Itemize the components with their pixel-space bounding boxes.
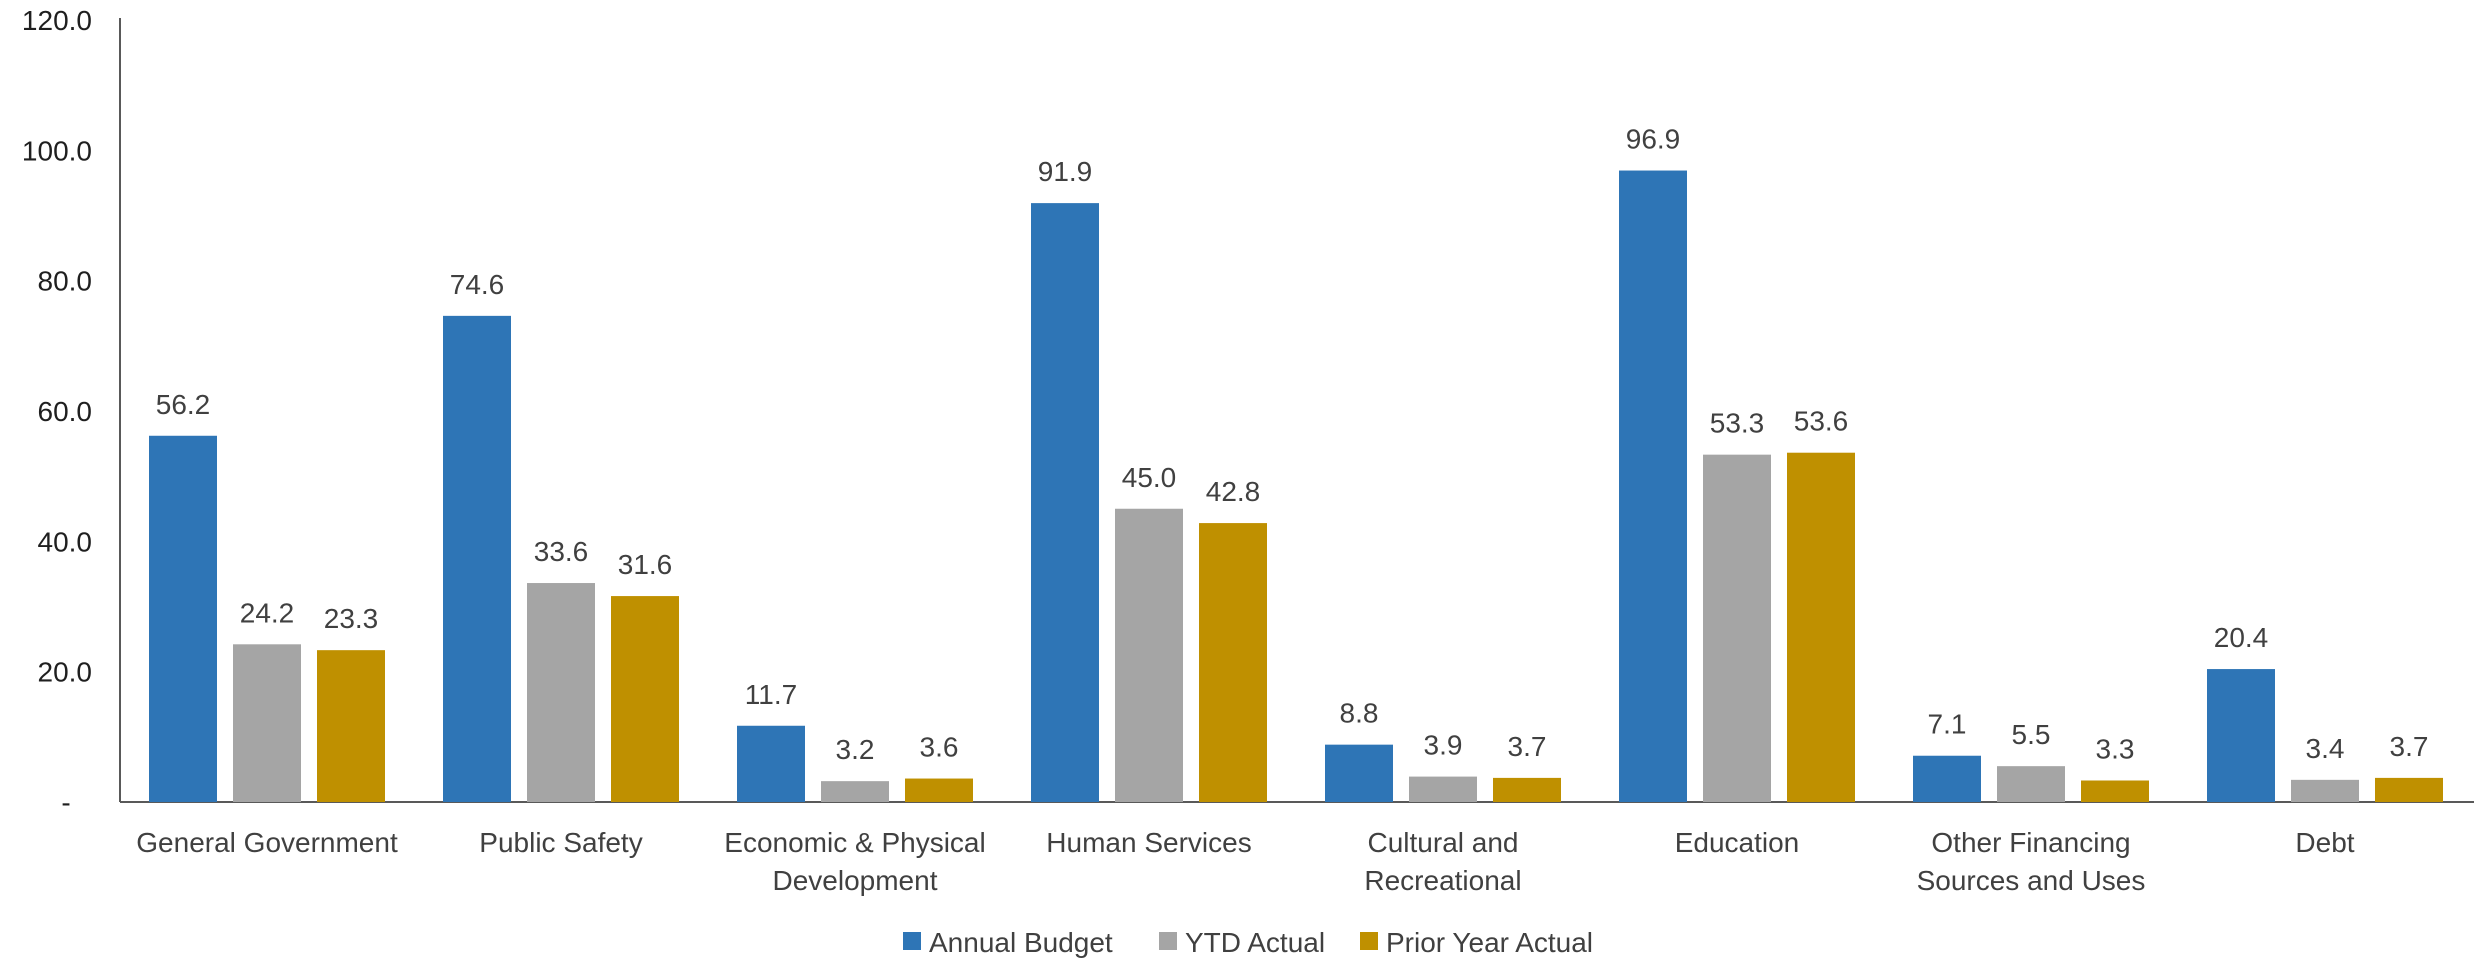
data-label: 5.5 xyxy=(2012,719,2051,750)
bar-ytd-actual xyxy=(1997,766,2065,802)
legend-label: YTD Actual xyxy=(1185,927,1325,958)
bar-prior-year-actual xyxy=(2081,780,2149,802)
bar-annual-budget xyxy=(1619,170,1687,802)
data-label: 3.3 xyxy=(2096,733,2135,764)
bar-prior-year-actual xyxy=(611,596,679,802)
legend-swatch-prior-year-actual xyxy=(1360,932,1378,950)
bar-ytd-actual xyxy=(527,583,595,802)
bar-annual-budget xyxy=(1031,203,1099,802)
category-label: General Government xyxy=(136,827,398,858)
bar-ytd-actual xyxy=(1409,776,1477,802)
bar-prior-year-actual xyxy=(1787,452,1855,802)
bar-annual-budget xyxy=(1325,744,1393,802)
y-tick-label: - xyxy=(61,787,70,818)
data-label: 3.4 xyxy=(2306,733,2345,764)
data-label: 3.9 xyxy=(1424,730,1463,761)
data-label: 53.3 xyxy=(1710,408,1765,439)
category-label: Debt xyxy=(2295,827,2354,858)
y-tick-label: 60.0 xyxy=(38,396,93,427)
data-label: 33.6 xyxy=(534,536,589,567)
bar-annual-budget xyxy=(1913,755,1981,802)
data-label: 31.6 xyxy=(618,549,673,580)
bar-series-group xyxy=(149,170,2443,802)
data-label: 56.2 xyxy=(156,389,211,420)
legend-label: Prior Year Actual xyxy=(1386,927,1593,958)
bar-annual-budget xyxy=(737,725,805,802)
data-label: 8.8 xyxy=(1340,698,1379,729)
bar-prior-year-actual xyxy=(905,778,973,802)
data-label: 3.2 xyxy=(836,734,875,765)
bar-prior-year-actual xyxy=(2375,777,2443,802)
data-label: 91.9 xyxy=(1038,156,1093,187)
y-tick-label: 120.0 xyxy=(22,5,92,36)
bar-ytd-actual xyxy=(2291,779,2359,802)
data-label: 20.4 xyxy=(2214,622,2269,653)
category-label: Cultural and Recreational xyxy=(1364,827,1521,896)
data-label: 7.1 xyxy=(1928,709,1967,740)
bar-annual-budget xyxy=(443,315,511,802)
bar-prior-year-actual xyxy=(317,650,385,802)
bar-annual-budget xyxy=(149,435,217,802)
y-tick-label: 80.0 xyxy=(38,266,93,297)
category-label-group: General Government Public Safety Economic … xyxy=(136,827,2355,896)
category-label: Education xyxy=(1675,827,1800,858)
data-label: 24.2 xyxy=(240,597,295,628)
data-label: 3.6 xyxy=(920,732,959,763)
data-label: 53.6 xyxy=(1794,406,1849,437)
bar-ytd-actual xyxy=(821,781,889,802)
data-label-group: 56.2 24.2 23.3 74.6 33.6 31.6 11.7 3.2 3.6 91.9 45… xyxy=(156,124,2429,766)
data-label: 23.3 xyxy=(324,603,379,634)
category-label: Economic & Physical Development xyxy=(724,827,985,896)
category-label: Human Services xyxy=(1046,827,1251,858)
bar-ytd-actual xyxy=(1115,508,1183,802)
data-label: 42.8 xyxy=(1206,476,1261,507)
category-label: Public Safety xyxy=(479,827,642,858)
bar-ytd-actual xyxy=(1703,454,1771,802)
y-tick-label: 100.0 xyxy=(22,135,92,166)
y-tick-label: 40.0 xyxy=(38,526,93,557)
y-tick-label: 20.0 xyxy=(38,657,93,688)
y-axis: - 20.0 40.0 60.0 80.0 100.0 120.0 xyxy=(22,5,121,818)
bar-prior-year-actual xyxy=(1199,523,1267,802)
bar-prior-year-actual xyxy=(1493,777,1561,802)
data-label: 3.7 xyxy=(2390,731,2429,762)
data-label: 45.0 xyxy=(1122,462,1177,493)
category-label: Other Financing Sources and Uses xyxy=(1917,827,2146,896)
bar-ytd-actual xyxy=(233,644,301,802)
data-label: 11.7 xyxy=(745,679,797,710)
data-label: 96.9 xyxy=(1626,124,1681,155)
bar-annual-budget xyxy=(2207,669,2275,802)
legend: Annual Budget YTD Actual Prior Year Actual xyxy=(903,927,1593,958)
legend-label: Annual Budget xyxy=(929,927,1113,958)
legend-swatch-ytd-actual xyxy=(1159,932,1177,950)
data-label: 3.7 xyxy=(1508,731,1547,762)
legend-swatch-annual-budget xyxy=(903,932,921,950)
data-label: 74.6 xyxy=(450,269,505,300)
